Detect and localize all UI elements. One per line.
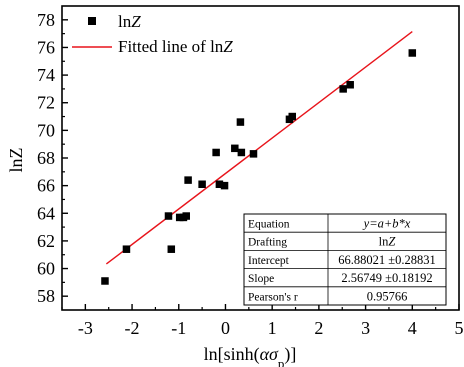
y-tick-label: 78 [37,10,55,30]
x-tick-label: -1 [171,318,186,338]
points-layer [101,49,417,285]
x-tick-label: 2 [314,318,323,338]
data-point [101,277,109,285]
stats-table-frame [243,213,447,306]
x-axis-title: ln[sinh(ασp)] [204,344,297,367]
data-point [164,212,173,220]
x-tick-label: 5 [455,318,464,338]
y-tick-label: 64 [37,203,55,223]
stats-label: Pearson's r [248,291,298,303]
stats-value: 66.88021 ±0.28831 [338,253,436,267]
data-point [346,81,354,89]
y-tick-label: 76 [37,37,55,57]
fit-line [105,31,413,265]
data-point [182,212,190,220]
y-tick-label: 62 [37,231,55,251]
stats-label: Equation [248,219,290,231]
data-point [212,148,220,157]
y-tick-label: 58 [37,286,55,306]
data-point [198,180,206,189]
x-tick-label: 1 [268,318,277,338]
stats-value: 2.56749 ±0.18192 [341,271,432,285]
legend: lnZ Fitted line of lnZ [72,12,233,56]
stats-label: Slope [248,273,274,285]
legend-label-fit: Fitted line of lnZ [118,37,233,56]
x-tick-label: 3 [361,318,370,338]
data-point [249,150,258,158]
data-point [288,112,297,121]
x-tick-label: -3 [78,318,93,338]
y-tick-label: 68 [37,148,55,168]
legend-label-points: lnZ [118,12,141,31]
fit-line-layer [105,31,413,265]
data-point [122,245,131,253]
x-tick-label: -2 [125,318,140,338]
data-point [215,180,224,189]
y-tick-label: 66 [37,176,55,196]
data-point [408,49,417,57]
stats-table: Equation y=a+b*x Drafting lnZ Intercept 66.88… [243,213,447,306]
data-point [339,85,347,93]
stats-value: 0.95766 [367,289,408,303]
data-point [236,118,245,126]
y-tick-label: 70 [37,120,55,140]
data-point [237,148,246,157]
data-point [231,144,239,153]
x-tick-label: 4 [408,318,417,338]
data-point [220,181,229,190]
x-tick-label: 0 [221,318,230,338]
stats-value: y=a+b*x [362,217,411,231]
stats-value: lnZ [379,235,397,249]
legend-marker-square [88,17,96,25]
y-axis-title: lnZ [6,147,26,172]
stats-label: Intercept [248,255,290,267]
y-tick-label: 72 [37,93,55,113]
data-point [167,245,176,253]
y-tick-label: 60 [37,259,55,279]
data-point [184,176,192,184]
y-tick-label: 74 [37,65,55,85]
stats-label: Drafting [248,237,287,249]
ticks-layer: -3 -2 -1 0 1 2 3 4 5 58 60 62 64 66 68 70 72 74 76 78 [37,10,464,338]
